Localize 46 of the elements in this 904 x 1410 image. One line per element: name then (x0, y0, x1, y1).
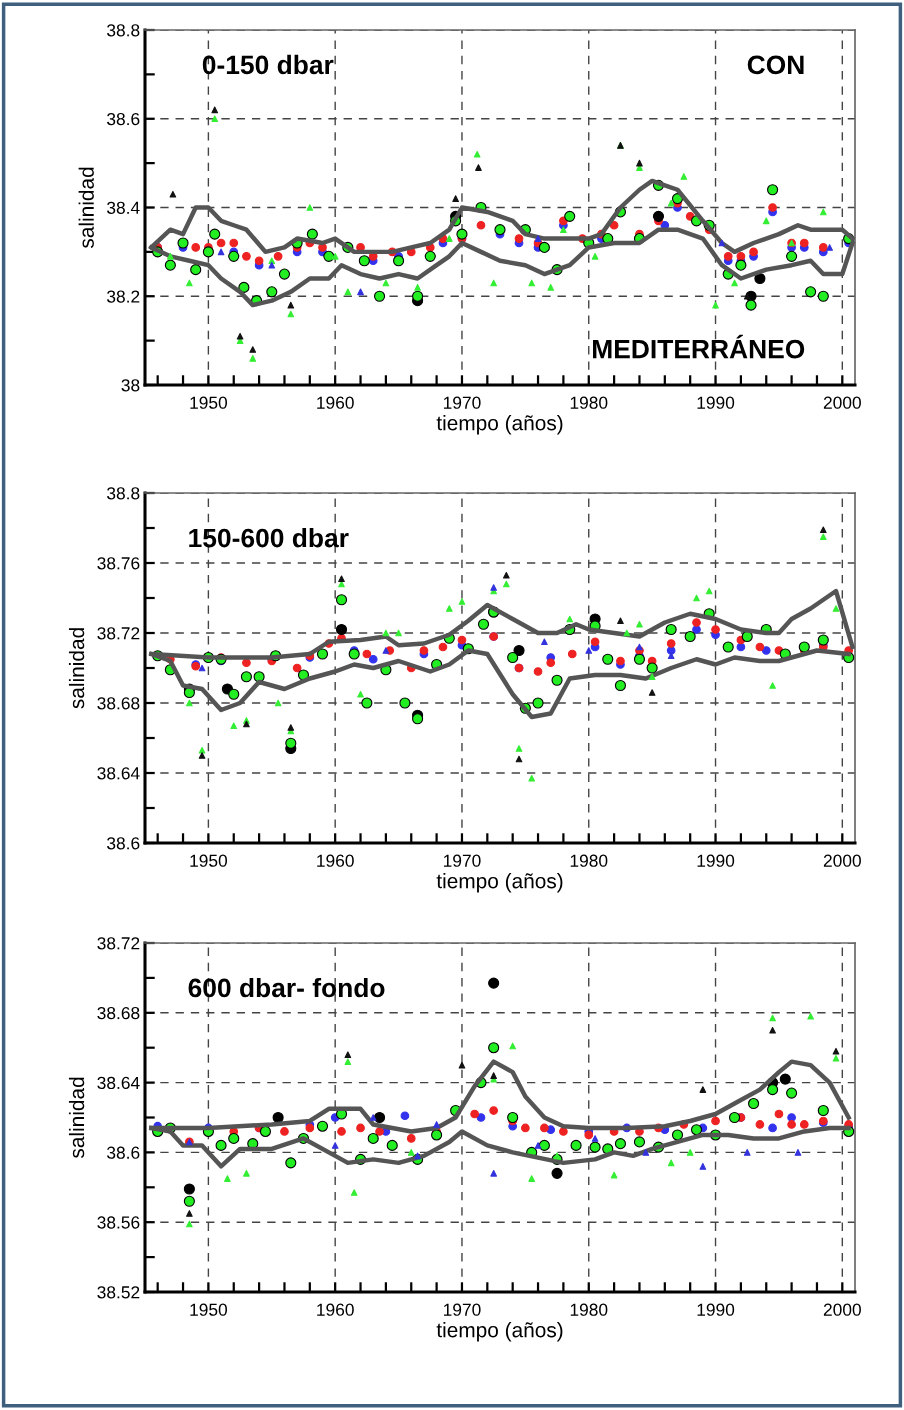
y-tick-label: 38.64 (97, 1076, 140, 1090)
y-tick-label: 38.2 (107, 290, 140, 303)
x-axis-title: tiempo (años) (436, 415, 563, 435)
x-tick-label: 1990 (697, 1303, 735, 1316)
annotation: MEDITERRÁNEO (593, 334, 805, 359)
x-tick-label: 1960 (317, 854, 354, 867)
x-tick-label: 1980 (570, 1303, 608, 1316)
x-tick-label: 1970 (443, 396, 481, 409)
annotation: CON (747, 55, 804, 75)
y-tick-label: 38.6 (107, 112, 140, 126)
y-tick-label: 38.68 (97, 697, 140, 710)
y-axis-title: salinidad (68, 1077, 85, 1159)
y-tick-label: 38.72 (97, 937, 140, 950)
x-tick-label: 2000 (823, 396, 861, 409)
text: 150-600 dbar (189, 528, 349, 548)
y-tick-label: 38.6 (107, 1146, 140, 1159)
y-tick-label: 38.76 (97, 557, 140, 570)
y-tick-label: 38.8 (107, 24, 140, 37)
y-tick-label: 38.4 (107, 201, 140, 214)
x-tick-label: 1950 (190, 1303, 228, 1316)
x-tick-label: 1990 (697, 854, 735, 867)
x-tick-label: 2000 (823, 1303, 861, 1316)
x-tick-label: 1990 (697, 396, 735, 409)
y-tick-label: 38.64 (97, 767, 140, 780)
text: 600 dbar- fondo (188, 977, 385, 998)
x-tick-label: 1960 (317, 1303, 354, 1316)
x-tick-label: 1950 (190, 396, 228, 409)
y-tick-label: 38.68 (97, 1006, 140, 1020)
y-axis-title: salinidad (68, 628, 85, 709)
x-axis-title: tiempo (años) (436, 1322, 563, 1342)
y-tick-label: 38.56 (97, 1216, 140, 1229)
x-tick-label: 1970 (443, 1303, 481, 1316)
y-tick-label: 38.52 (97, 1286, 140, 1299)
y-tick-label: 38 (121, 379, 140, 392)
x-tick-label: 1970 (443, 854, 481, 867)
x-tick-label: 1960 (317, 396, 354, 409)
y-axis-title: salinidad (78, 167, 94, 249)
y-tick-label: 38.6 (107, 837, 140, 850)
y-tick-label: 38.8 (107, 487, 140, 500)
y-tick-label: 38.72 (97, 627, 140, 640)
x-axis-title: tiempo (años) (436, 873, 563, 893)
x-tick-label: 1980 (570, 854, 608, 867)
x-tick-label: 1950 (190, 854, 228, 867)
x-tick-label: 1980 (570, 396, 608, 409)
text: 0-150 dbar (202, 54, 334, 75)
x-tick-label: 2000 (823, 854, 861, 867)
